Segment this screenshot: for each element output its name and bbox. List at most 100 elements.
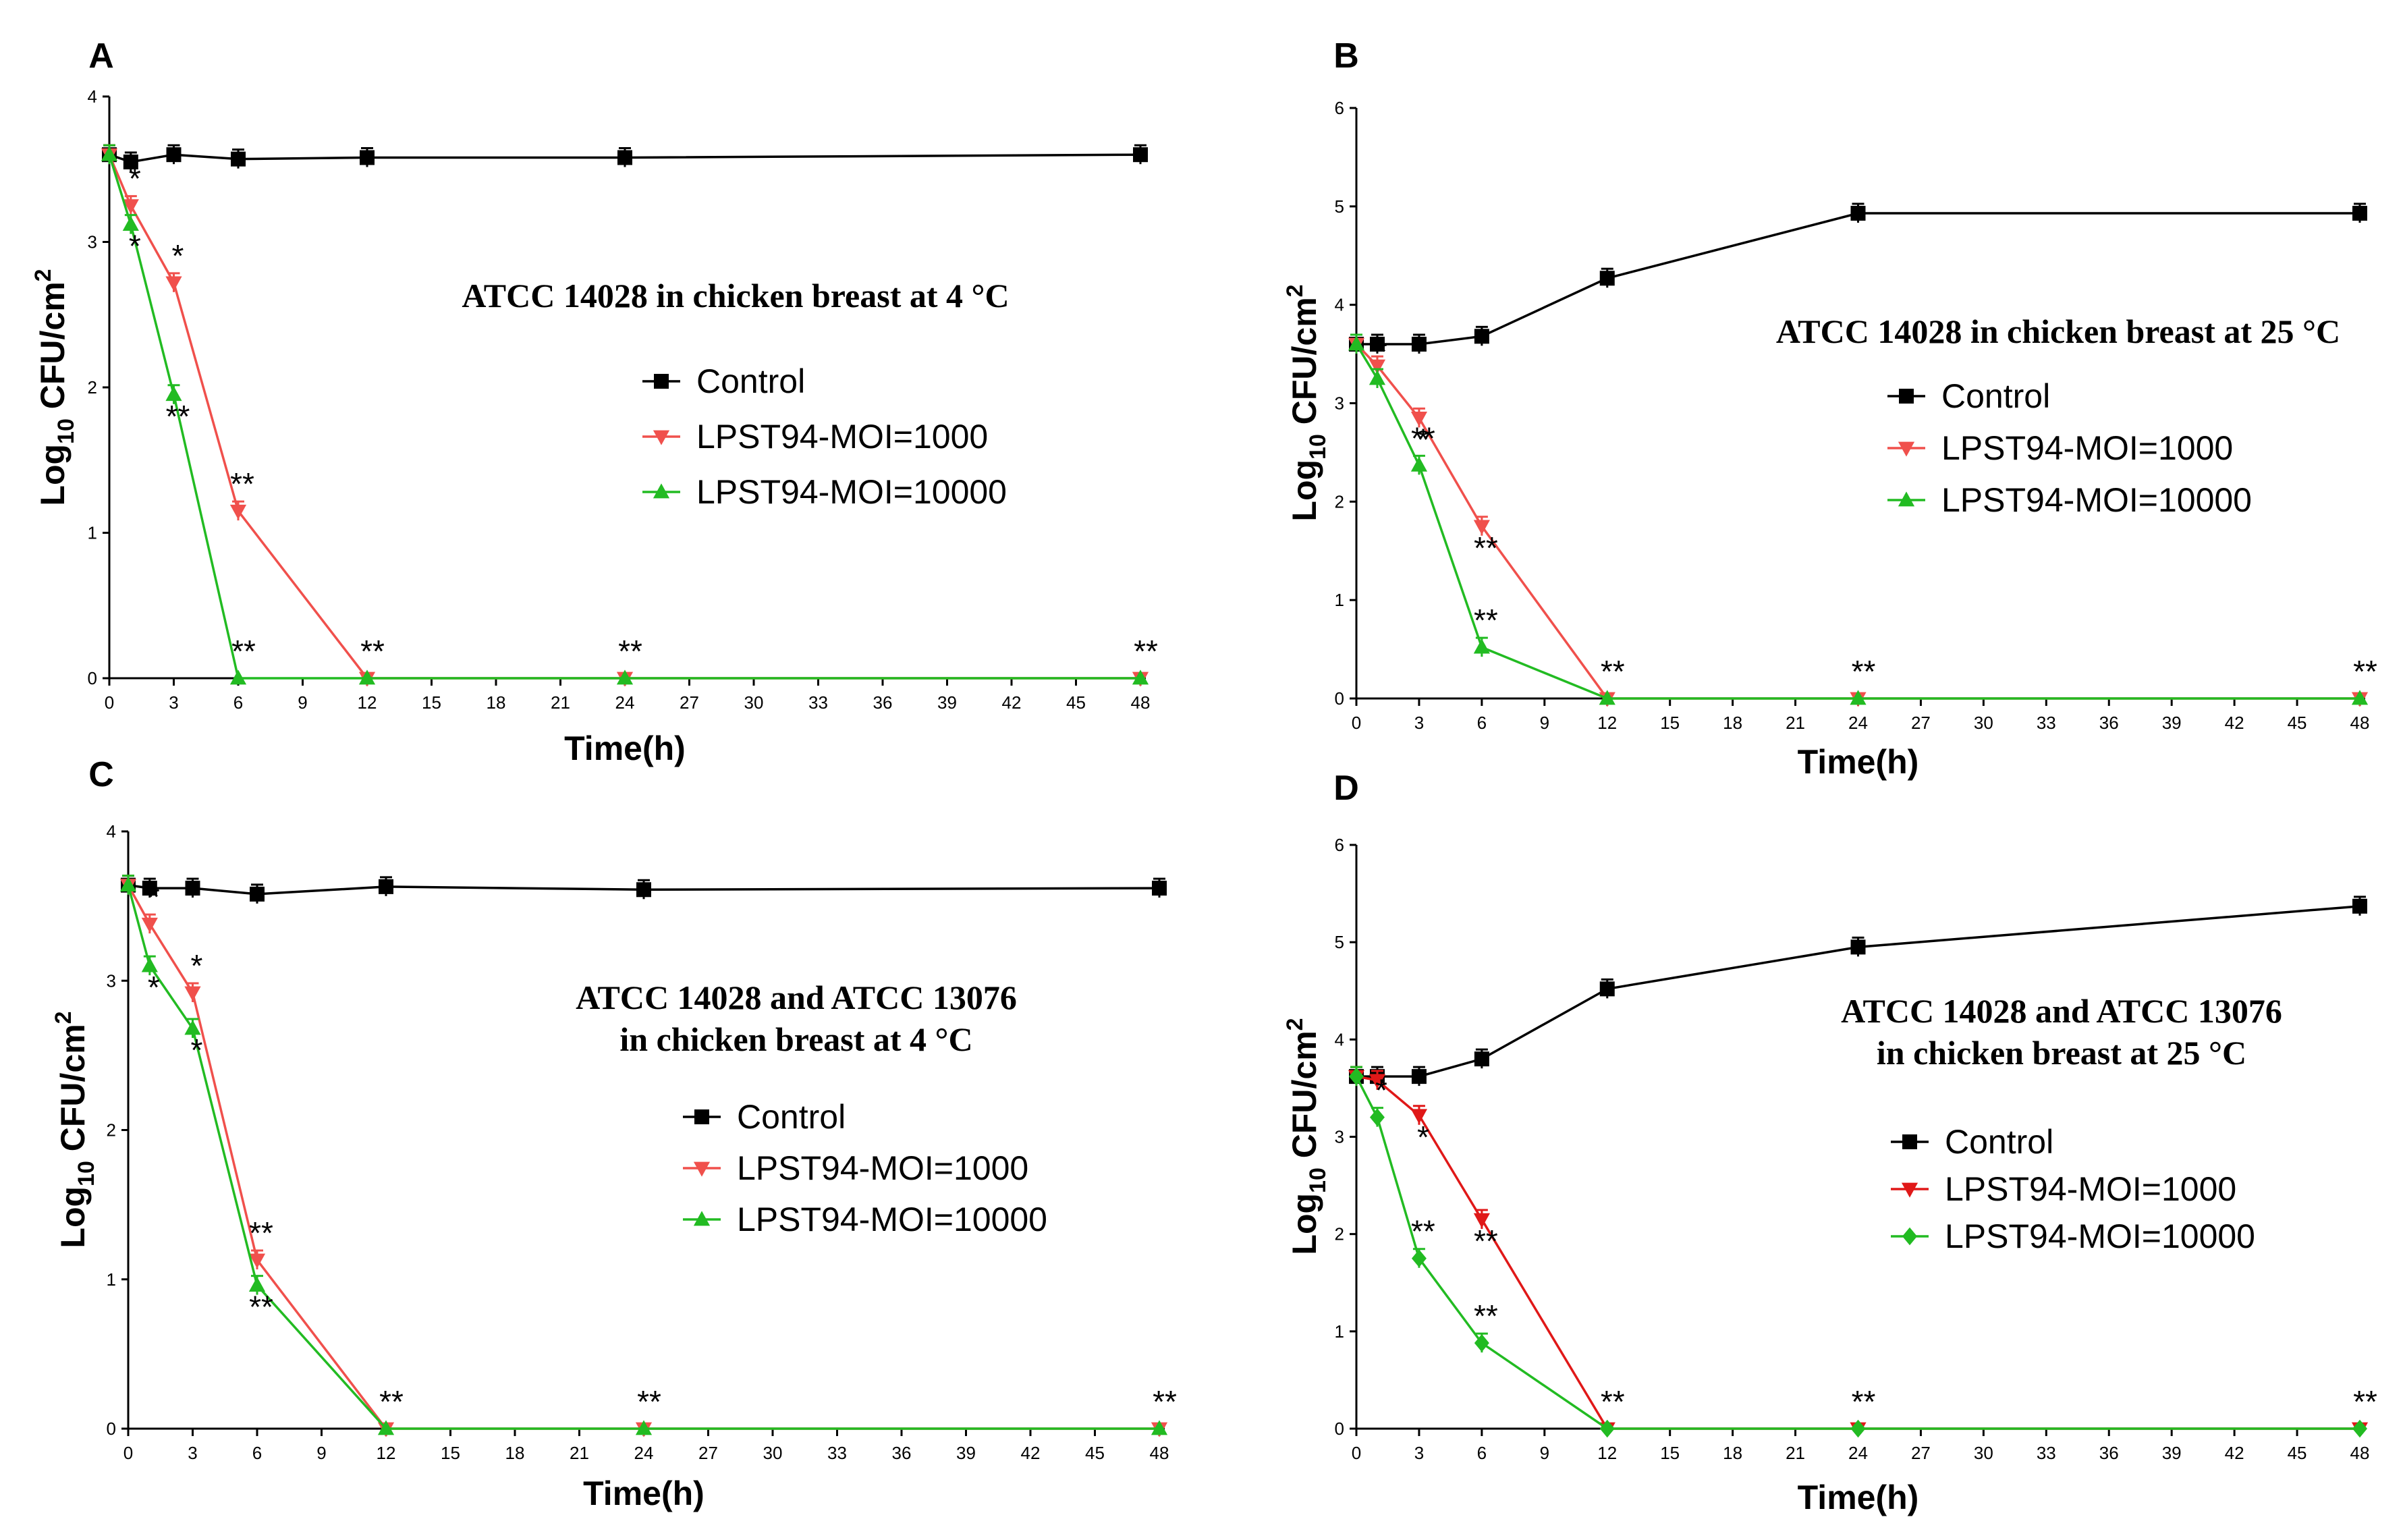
y-axis-label-sub: 10 bbox=[53, 418, 79, 444]
data-point bbox=[119, 877, 137, 891]
y-axis-label-rest: CFU/cm bbox=[34, 281, 72, 418]
legend-swatch-marker bbox=[1898, 441, 1915, 457]
data-point bbox=[358, 669, 376, 685]
series-lpst94-moi-1000 bbox=[101, 144, 1149, 687]
y-axis-label-main: Log bbox=[1286, 1193, 1323, 1255]
x-tick-label: 30 bbox=[1974, 1443, 1993, 1463]
data-point bbox=[229, 504, 247, 520]
data-point bbox=[1474, 1333, 1489, 1352]
data-point bbox=[141, 957, 158, 972]
x-tick-label: 36 bbox=[873, 692, 893, 713]
x-tick-label: 6 bbox=[233, 692, 243, 713]
data-point bbox=[229, 669, 247, 685]
y-tick-label: 4 bbox=[88, 86, 97, 107]
x-tick-label: 21 bbox=[551, 692, 570, 713]
data-point bbox=[1473, 638, 1490, 654]
x-axis-label: Time(h) bbox=[583, 1475, 705, 1512]
data-point bbox=[1473, 520, 1490, 535]
legend-label: Control bbox=[1941, 377, 2050, 415]
x-tick-label: 18 bbox=[487, 692, 506, 713]
significance-marker: ** bbox=[1601, 654, 1625, 689]
series-lpst94-moi-1000 bbox=[1348, 333, 2369, 707]
y-tick-label: 3 bbox=[1335, 393, 1344, 414]
data-point bbox=[1348, 335, 1365, 351]
significance-marker: ** bbox=[1474, 530, 1498, 566]
significance-marker: ** bbox=[2353, 654, 2377, 689]
x-tick-label: 45 bbox=[2288, 1443, 2307, 1463]
significance-marker: ** bbox=[249, 1290, 273, 1325]
x-tick-label: 3 bbox=[1414, 1443, 1424, 1463]
x-tick-label: 39 bbox=[2162, 1443, 2182, 1463]
x-axis-label: Time(h) bbox=[1798, 1479, 1919, 1516]
x-tick-label: 27 bbox=[680, 692, 699, 713]
x-tick-label: 12 bbox=[358, 692, 377, 713]
significance-marker: ** bbox=[231, 634, 256, 669]
data-point bbox=[122, 199, 139, 215]
legend-label: LPST94-MOI=10000 bbox=[1945, 1217, 2255, 1255]
series-control bbox=[102, 144, 1148, 171]
y-tick-label: 0 bbox=[107, 1419, 116, 1439]
y-axis-label-rest: CFU/cm bbox=[1286, 297, 1323, 434]
y-axis-label-sup: 2 bbox=[30, 269, 56, 281]
x-tick-label: 9 bbox=[1540, 713, 1549, 733]
y-tick-label: 1 bbox=[1335, 1321, 1344, 1342]
significance-marker: * bbox=[148, 970, 160, 1005]
x-tick-label: 15 bbox=[422, 692, 441, 713]
legend: Control LPST94-MOI=1000 LPST94-MOI=10000 bbox=[1887, 377, 2252, 519]
legend-label: LPST94-MOI=1000 bbox=[1941, 429, 2233, 467]
y-axis-label-sup: 2 bbox=[1282, 284, 1308, 297]
legend-swatch-marker bbox=[653, 483, 670, 499]
x-tick-label: 3 bbox=[1414, 713, 1424, 733]
data-point bbox=[1152, 881, 1167, 896]
data-point bbox=[166, 147, 182, 163]
y-axis-label-sub: 10 bbox=[1305, 1167, 1331, 1193]
x-tick-label: 45 bbox=[1085, 1443, 1105, 1463]
x-tick-label: 42 bbox=[2225, 1443, 2244, 1463]
data-point bbox=[1133, 147, 1148, 163]
chart-title: ATCC 14028 and ATCC 13076 bbox=[1841, 992, 2282, 1030]
x-tick-label: 0 bbox=[123, 1443, 133, 1463]
x-tick-label: 39 bbox=[937, 692, 957, 713]
y-tick-label: 0 bbox=[1335, 688, 1344, 709]
data-point bbox=[377, 1420, 395, 1435]
series-line bbox=[1355, 343, 2360, 700]
data-point bbox=[2352, 206, 2367, 221]
y-axis-label-sub: 10 bbox=[1305, 434, 1331, 460]
legend-swatch-marker bbox=[1902, 1227, 1917, 1246]
y-tick-label: 2 bbox=[1335, 491, 1344, 512]
significance-marker: * bbox=[172, 238, 184, 273]
significance-marker: ** bbox=[1474, 1298, 1498, 1333]
panel-label: B bbox=[1333, 36, 1359, 76]
legend-swatch-marker bbox=[653, 430, 670, 445]
x-tick-label: 48 bbox=[1131, 692, 1151, 713]
x-tick-label: 42 bbox=[1021, 1443, 1041, 1463]
x-tick-label: 0 bbox=[1352, 713, 1361, 733]
series-lpst94-moi-10000 bbox=[101, 144, 1149, 685]
significance-marker: * bbox=[1417, 422, 1429, 457]
legend-label: LPST94-MOI=10000 bbox=[1941, 481, 2252, 519]
data-point bbox=[1599, 1419, 1615, 1438]
x-tick-label: 21 bbox=[1786, 1443, 1805, 1463]
y-tick-label: 3 bbox=[1335, 1127, 1344, 1147]
significance-marker: ** bbox=[1134, 634, 1158, 669]
x-tick-label: 18 bbox=[1723, 1443, 1742, 1463]
data-point bbox=[1473, 1213, 1490, 1228]
significance-marker: * bbox=[191, 948, 203, 983]
series-line bbox=[108, 154, 1140, 680]
y-tick-label: 2 bbox=[1335, 1224, 1344, 1244]
data-point bbox=[617, 150, 632, 165]
data-point bbox=[123, 154, 138, 169]
chart-title: ATCC 14028 in chicken breast at 25 °C bbox=[1776, 312, 2340, 350]
x-tick-label: 21 bbox=[1786, 713, 1805, 733]
series-lpst94-moi-10000 bbox=[119, 875, 1168, 1435]
data-point bbox=[1599, 981, 1615, 997]
data-point bbox=[1411, 1069, 1427, 1084]
y-axis-label: Log10 CFU/cm2 bbox=[30, 269, 79, 505]
x-tick-label: 33 bbox=[2037, 713, 2056, 733]
data-point bbox=[1850, 206, 1866, 221]
data-point bbox=[248, 1276, 266, 1292]
y-tick-label: 1 bbox=[1335, 590, 1344, 610]
significance-marker: * bbox=[129, 161, 141, 196]
y-tick-label: 0 bbox=[88, 668, 97, 688]
x-tick-label: 6 bbox=[1477, 713, 1487, 733]
